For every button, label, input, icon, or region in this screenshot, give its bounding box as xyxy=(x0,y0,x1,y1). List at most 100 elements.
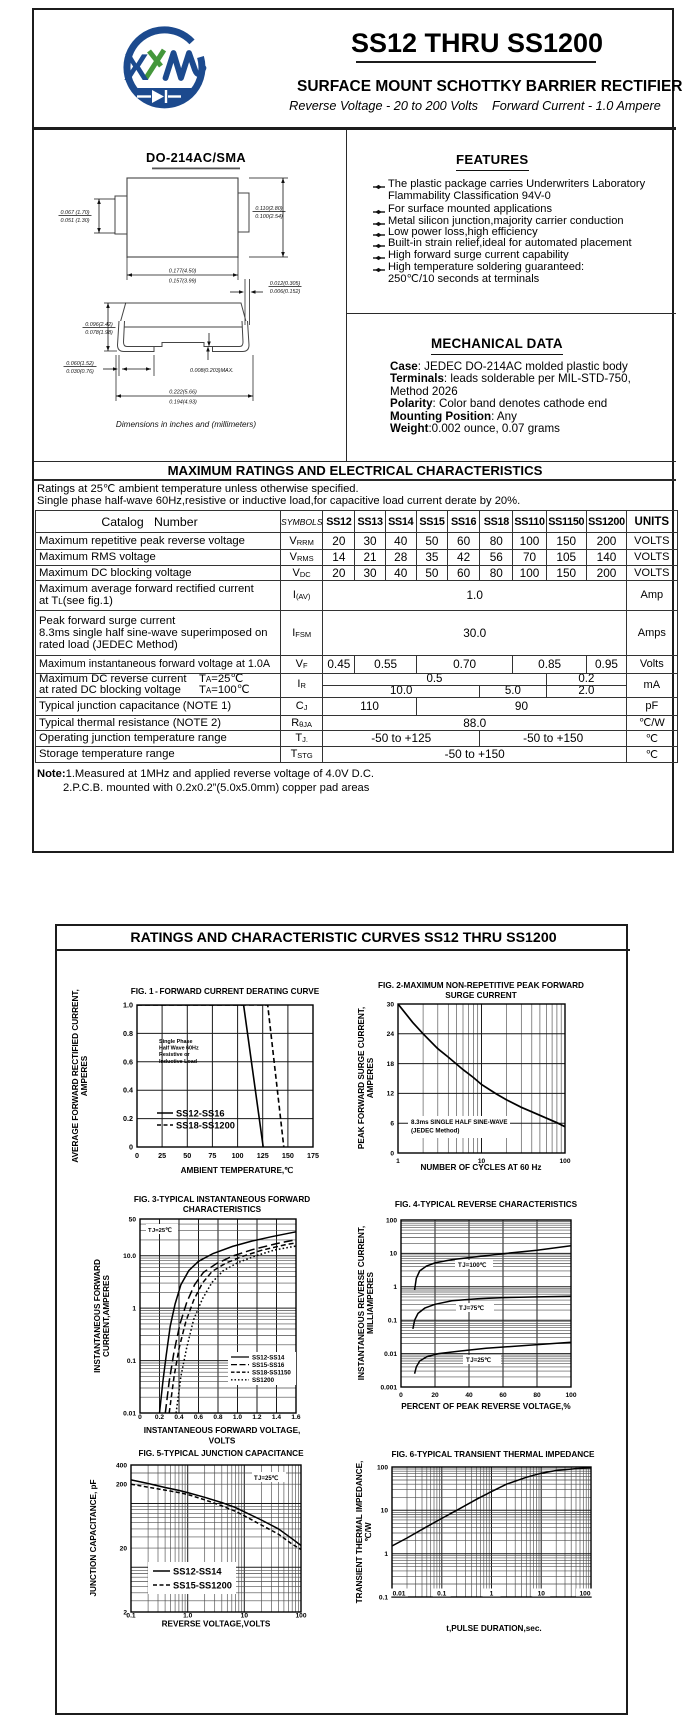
svg-text:0.222(5.66): 0.222(5.66) xyxy=(169,390,197,396)
svg-text:T J=100℃: T J=100℃ xyxy=(458,1262,487,1269)
svg-text:0.1: 0.1 xyxy=(437,1591,446,1598)
svg-text:t,PULSE DURATION,sec.: t,PULSE DURATION,sec. xyxy=(446,1624,541,1633)
svg-text:TRANSIENT THERMAL IMPEDANCE,: TRANSIENT THERMAL IMPEDANCE, xyxy=(355,1461,364,1604)
svg-text:Resistive or: Resistive or xyxy=(159,1052,190,1058)
svg-text:200: 200 xyxy=(116,1482,127,1489)
svg-text:0.012(0.305): 0.012(0.305) xyxy=(270,281,301,287)
svg-text:FIG. 6-TYPICAL TRANSIENT THERM: FIG. 6-TYPICAL TRANSIENT THERMAL IMPEDAN… xyxy=(391,1450,595,1459)
svg-text:0.177(4.50): 0.177(4.50) xyxy=(169,269,197,275)
svg-text:0.1: 0.1 xyxy=(379,1594,388,1601)
svg-text:REVERSE VOLTAGE,VOLTS: REVERSE VOLTAGE,VOLTS xyxy=(162,1620,271,1629)
svg-text:175: 175 xyxy=(307,1151,319,1160)
svg-text:0.110(2.80): 0.110(2.80) xyxy=(255,206,282,212)
svg-text:Dimensions in inches and (mill: Dimensions in inches and (millimeters) xyxy=(116,420,256,429)
svg-text:0: 0 xyxy=(129,1143,133,1152)
svg-text:FIG. 1 - FORWARD CURRENT DERAT: FIG. 1 - FORWARD CURRENT DERATING CURVE xyxy=(131,987,320,996)
svg-text:SS18-SS1200: SS18-SS1200 xyxy=(176,1121,235,1131)
svg-text:1: 1 xyxy=(384,1551,388,1558)
svg-text:50: 50 xyxy=(129,1216,137,1223)
svg-text:AMPERES: AMPERES xyxy=(80,1055,89,1096)
svg-text:SS12-SS16: SS12-SS16 xyxy=(176,1109,225,1119)
svg-text:VOLTS: VOLTS xyxy=(209,1437,236,1446)
svg-text:10: 10 xyxy=(241,1613,249,1620)
svg-text:0.1: 0.1 xyxy=(388,1318,397,1325)
svg-text:INSTANTANEOUS FORWARD: INSTANTANEOUS FORWARD xyxy=(93,1259,102,1373)
svg-text:T J=75℃: T J=75℃ xyxy=(459,1305,484,1312)
svg-text:1.6: 1.6 xyxy=(291,1414,300,1421)
svg-text:CHARACTERISTICS: CHARACTERISTICS xyxy=(183,1205,262,1214)
svg-text:SS1200: SS1200 xyxy=(252,1377,275,1384)
svg-text:INSTANTANEOUS FORWARD VOLTAGE,: INSTANTANEOUS FORWARD VOLTAGE, xyxy=(144,1426,301,1435)
svg-text:2: 2 xyxy=(123,1609,127,1616)
svg-text:FIG. 4-TYPICAL REVERSE CHARACT: FIG. 4-TYPICAL REVERSE CHARACTERISTICS xyxy=(395,1200,578,1209)
svg-text:0.051 (1.30): 0.051 (1.30) xyxy=(60,218,89,224)
svg-text:AVERAGE FORWARD RECTIFIED CURR: AVERAGE FORWARD RECTIFIED CURRENT, xyxy=(71,989,80,1162)
svg-text:0.078(1.98): 0.078(1.98) xyxy=(85,330,113,336)
svg-text:DO-214AC/SMA: DO-214AC/SMA xyxy=(146,150,246,165)
svg-text:0: 0 xyxy=(390,1150,394,1157)
svg-text:X: X xyxy=(124,47,149,88)
svg-text:0.6: 0.6 xyxy=(123,1057,133,1066)
svg-text:100: 100 xyxy=(232,1151,244,1160)
svg-text:JUNCTION CAPACITANCE, pF: JUNCTION CAPACITANCE, pF xyxy=(89,1479,98,1596)
svg-text:0.100(2.54): 0.100(2.54) xyxy=(255,214,283,220)
svg-text:10: 10 xyxy=(478,1158,486,1165)
svg-text:SS15-SS1200: SS15-SS1200 xyxy=(173,1581,232,1591)
svg-text:MILLIAMPERES: MILLIAMPERES xyxy=(366,1272,375,1334)
svg-text:SS12-SS14: SS12-SS14 xyxy=(252,1354,285,1361)
svg-text:FIG. 2-MAXIMUM NON-REPETITIVE: FIG. 2-MAXIMUM NON-REPETITIVE PEAK FORWA… xyxy=(378,981,584,990)
svg-text:T J=25℃: T J=25℃ xyxy=(148,1227,172,1234)
svg-text:24: 24 xyxy=(387,1031,395,1038)
svg-text:0: 0 xyxy=(135,1151,139,1160)
svg-text:10: 10 xyxy=(381,1508,389,1515)
svg-text:0.2: 0.2 xyxy=(155,1414,164,1421)
svg-text:150: 150 xyxy=(282,1151,294,1160)
svg-text:40: 40 xyxy=(465,1392,473,1399)
svg-text:0.096(2.42): 0.096(2.42) xyxy=(85,322,113,328)
svg-text:30: 30 xyxy=(387,1001,395,1008)
svg-text:SURGE CURRENT: SURGE CURRENT xyxy=(445,991,516,1000)
svg-text:0.8: 0.8 xyxy=(213,1414,222,1421)
svg-text:℃/W: ℃/W xyxy=(364,1522,373,1541)
svg-text:SS12-SS14: SS12-SS14 xyxy=(173,1567,222,1577)
svg-text:0.6: 0.6 xyxy=(194,1414,203,1421)
svg-text:10: 10 xyxy=(390,1251,398,1258)
svg-text:125: 125 xyxy=(257,1151,269,1160)
svg-text:0.194(4.93): 0.194(4.93) xyxy=(169,400,197,406)
svg-text:0.8: 0.8 xyxy=(123,1029,133,1038)
svg-text:0.01: 0.01 xyxy=(123,1410,136,1417)
svg-text:INSTANTANEOUS REVERSE CURRENT,: INSTANTANEOUS REVERSE CURRENT, xyxy=(357,1226,366,1380)
svg-text:0: 0 xyxy=(399,1392,403,1399)
svg-text:SS18-SS1150: SS18-SS1150 xyxy=(252,1370,291,1377)
svg-text:100: 100 xyxy=(295,1613,306,1620)
svg-text:Inductive Load: Inductive Load xyxy=(159,1059,197,1065)
svg-text:18: 18 xyxy=(387,1061,395,1068)
svg-text:PEAK FORWARD SURGE CURRENT,: PEAK FORWARD SURGE CURRENT, xyxy=(357,1007,366,1149)
svg-text:1.0: 1.0 xyxy=(123,1001,133,1010)
svg-text:80: 80 xyxy=(533,1392,541,1399)
svg-text:100: 100 xyxy=(579,1591,590,1598)
svg-text:PERCENT OF PEAK REVERSE VOLTAG: PERCENT OF PEAK REVERSE VOLTAGE,% xyxy=(401,1402,571,1411)
svg-text:0.006(0.152): 0.006(0.152) xyxy=(270,289,301,295)
svg-text:10.0: 10.0 xyxy=(123,1253,136,1260)
svg-text:0.067 (1.70): 0.067 (1.70) xyxy=(60,210,89,216)
svg-text:0.2: 0.2 xyxy=(123,1114,133,1123)
svg-text:75: 75 xyxy=(208,1151,216,1160)
svg-text:0.008(0.203)MAX.: 0.008(0.203)MAX. xyxy=(190,368,234,374)
svg-text:0.001: 0.001 xyxy=(380,1384,397,1391)
svg-text:0.1: 0.1 xyxy=(126,1613,135,1620)
svg-text:AMPERES: AMPERES xyxy=(366,1057,375,1098)
svg-text:1: 1 xyxy=(393,1284,397,1291)
svg-text:10: 10 xyxy=(538,1591,546,1598)
svg-text:0.4: 0.4 xyxy=(123,1086,133,1095)
svg-text:0: 0 xyxy=(138,1414,142,1421)
svg-text:Half Wave 60Hz: Half Wave 60Hz xyxy=(159,1046,199,1052)
svg-text:8.3ms SINGLE HALF SINE-WAVE: 8.3ms SINGLE HALF SINE-WAVE xyxy=(411,1119,508,1126)
svg-text:25: 25 xyxy=(158,1151,166,1160)
svg-text:CURRENT,AMPERES: CURRENT,AMPERES xyxy=(102,1275,111,1357)
svg-text:Single Phase: Single Phase xyxy=(159,1039,193,1045)
svg-text:SS15-SS16: SS15-SS16 xyxy=(252,1362,285,1369)
svg-text:0.157(3.99): 0.157(3.99) xyxy=(169,279,197,285)
svg-text:400: 400 xyxy=(116,1462,127,1469)
svg-text:1.0: 1.0 xyxy=(183,1613,192,1620)
